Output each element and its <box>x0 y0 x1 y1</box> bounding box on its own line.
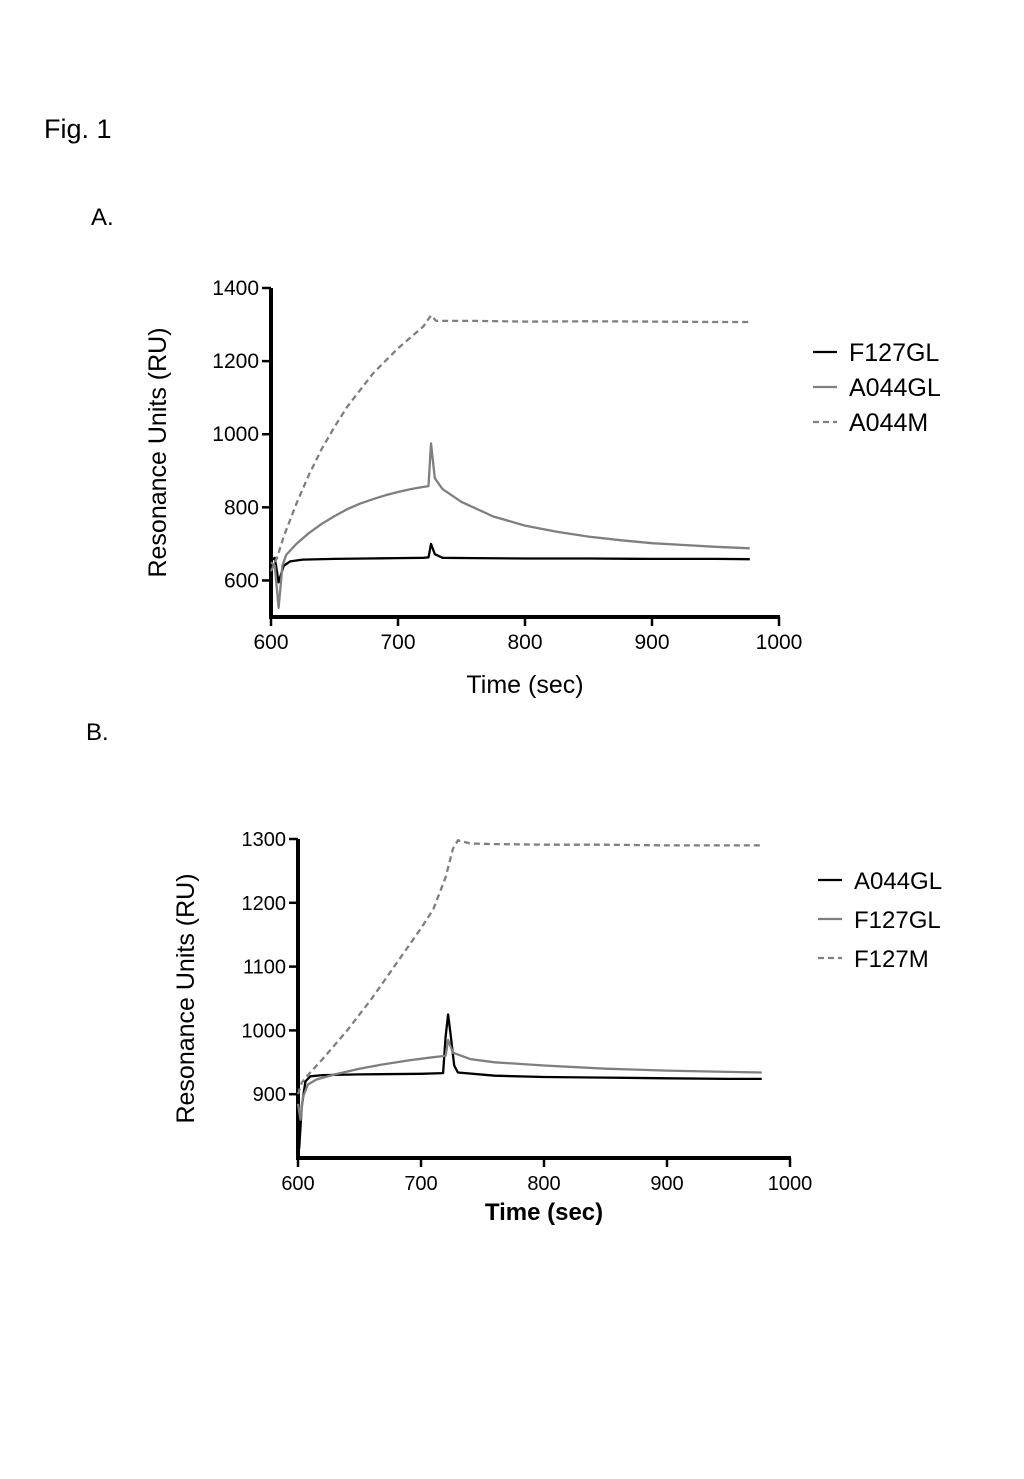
x-tick-label-a: 1000 <box>756 631 803 654</box>
panel-label-a: A. <box>91 204 114 231</box>
y-tick-label-a: 1200 <box>212 350 259 373</box>
legend-label-f127gl: F127GL <box>849 339 939 367</box>
series-line-a044m <box>269 314 750 572</box>
chart-b: 900 1000 1100 1200 1300 600 700 800 900 1000 Time … <box>172 829 942 1226</box>
series-line-a044gl <box>270 442 750 610</box>
x-tick-label-b: 900 <box>650 1173 683 1195</box>
x-tick-label-a: 900 <box>634 631 669 654</box>
y-tick-label-b: 1300 <box>242 829 287 851</box>
x-axis-label-a: Time (sec) <box>466 671 583 699</box>
x-tick-label-b: 1000 <box>768 1173 813 1195</box>
y-tick-label-a: 1000 <box>212 423 259 446</box>
y-tick-label-b: 900 <box>253 1084 286 1106</box>
figure-title: Fig. 1 <box>44 114 112 144</box>
x-tick-label-b: 800 <box>527 1173 560 1195</box>
x-tick-label-a: 600 <box>253 631 288 654</box>
legend-label-a044m: A044M <box>849 409 928 437</box>
x-tick-label-b: 700 <box>404 1173 437 1195</box>
y-axis-label-b: Resonance Units (RU) <box>172 873 200 1123</box>
series-line-f127gl <box>270 542 750 584</box>
x-tick-label-a: 800 <box>507 631 542 654</box>
chart-a: 600 800 1000 1200 1400 600 700 800 900 1000 Time (… <box>144 277 941 699</box>
legend-label-f127m: F127M <box>854 946 929 973</box>
legend-label-f127gl: F127GL <box>854 907 941 934</box>
y-axis-label-a: Resonance Units (RU) <box>144 327 172 577</box>
y-tick-label-b: 1100 <box>243 957 286 979</box>
panel-label-b: B. <box>86 719 109 746</box>
x-tick-label-b: 600 <box>281 1173 314 1195</box>
legend-label-a044gl: A044GL <box>849 374 941 402</box>
series-line-f127m <box>296 839 762 1095</box>
x-axis-label-b: Time (sec) <box>485 1199 603 1226</box>
x-tick-label-a: 700 <box>380 631 415 654</box>
y-tick-label-a: 600 <box>224 569 259 592</box>
y-tick-label-a: 800 <box>224 496 259 519</box>
series-line-f127gl <box>296 1038 762 1121</box>
legend-label-a044gl: A044GL <box>854 868 942 895</box>
y-tick-label-b: 1200 <box>242 893 287 915</box>
y-tick-label-b: 1000 <box>242 1020 287 1042</box>
y-tick-label-a: 1400 <box>212 277 259 300</box>
series-line-a044gl <box>296 1013 762 1150</box>
